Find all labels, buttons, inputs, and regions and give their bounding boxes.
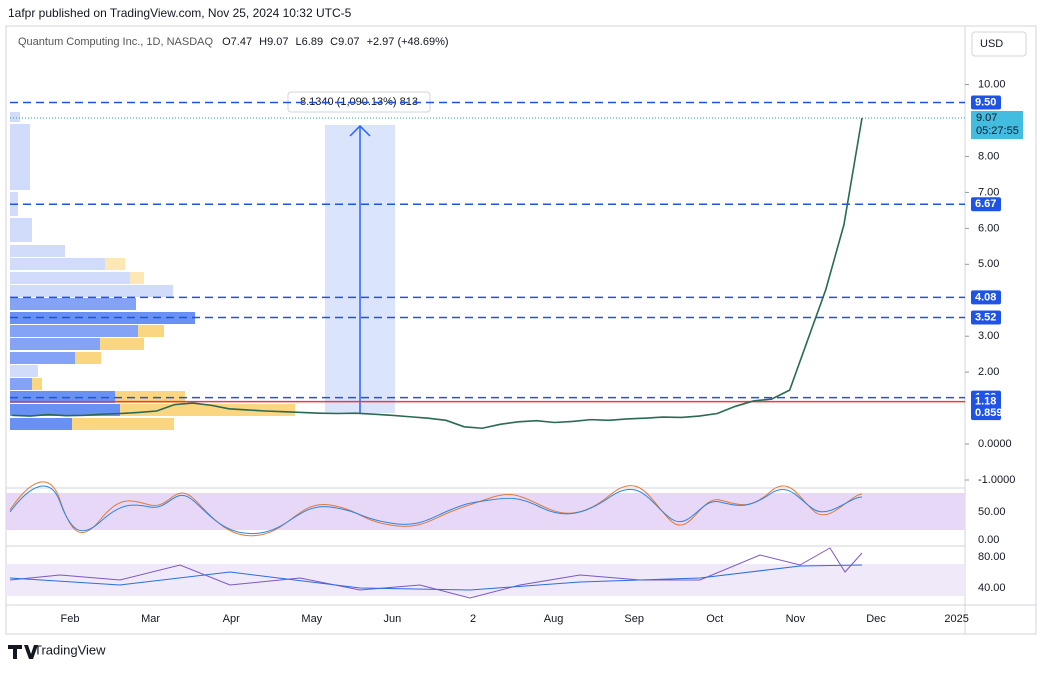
time-label: Apr (223, 613, 240, 625)
price-tick-label: 5.00 (978, 258, 999, 270)
osc-band (6, 564, 965, 596)
price-tick-label: 7.00 (978, 186, 999, 198)
level-label: 4.08 (975, 291, 996, 303)
osc-line (9, 547, 863, 599)
price-tick-label: 3.00 (978, 330, 999, 342)
chart-layer: 10.00 8.00 7.00 6.00 5.00 3.00 2.00 0.0000 -1.00… (10, 78, 1023, 625)
publisher: 1afpr published on TradingView.com, Nov … (8, 6, 352, 20)
time-label: Nov (786, 613, 806, 625)
low: L6.89 (296, 36, 324, 48)
osc-tick: 40.00 (978, 582, 1006, 594)
time-label: May (301, 613, 322, 625)
change: +2.97 (+48.69%) (367, 36, 449, 48)
level-box (971, 95, 1001, 110)
time-label: Feb (61, 613, 80, 625)
brand: TradingView (34, 642, 106, 657)
osc-signal (9, 564, 863, 591)
open: O7.47 (222, 36, 252, 48)
time-label: Aug (544, 613, 564, 625)
price-tick-label: 6.00 (978, 222, 999, 234)
price-tick-label: 8.00 (978, 150, 999, 162)
tv-logo (8, 645, 38, 659)
measure-arrowhead (349, 124, 371, 137)
price-tick-label: -1.0000 (978, 474, 1015, 486)
currency: USD (980, 38, 1003, 50)
time-label: Dec (866, 613, 886, 625)
level-label: 9.50 (975, 96, 996, 108)
volume-profile (10, 112, 295, 430)
rsi-signal (9, 485, 863, 535)
close: C9.07 (330, 36, 359, 48)
time-label: Jun (384, 613, 402, 625)
measure-label: 8.1340 (1,090.13%) 813 (300, 96, 418, 108)
rsi-tick: 50.00 (978, 506, 1006, 518)
red-line-label: 1.18 (975, 396, 996, 408)
chart-frame (5, 25, 1037, 635)
level-label: 3.52 (975, 311, 996, 323)
time-label: Mar (141, 613, 160, 625)
countdown: 05:27:55 (976, 125, 1019, 137)
price-tick-label: 0.0000 (978, 438, 1012, 450)
level-label: 6.67 (975, 198, 996, 210)
last-price-label: 9.07 (976, 112, 997, 124)
last-price-box (971, 110, 1023, 139)
level-box (971, 310, 1001, 325)
price-tick-label: 2.00 (978, 366, 999, 378)
rsi-line (9, 481, 863, 537)
low-marker-label: 0.8597 (975, 407, 1009, 419)
currency-button[interactable] (971, 31, 1027, 57)
osc-tick: 80.00 (978, 551, 1006, 563)
price-tick-label: 10.00 (978, 78, 1006, 90)
low-marker-box (971, 406, 1001, 421)
level-box (971, 197, 1001, 212)
legend: Quantum Computing Inc., 1D, NASDAQ O7.47… (18, 36, 449, 48)
high: H9.07 (259, 36, 288, 48)
red-line-box (971, 394, 1001, 409)
time-label: 2 (470, 613, 476, 625)
rsi-tick: 0.00 (978, 534, 999, 546)
symbol: Quantum Computing Inc., 1D, NASDAQ (18, 36, 213, 48)
time-label: 2025 (944, 613, 968, 625)
level-box (971, 290, 1001, 305)
price-line (11, 117, 863, 430)
time-label: Sep (624, 613, 644, 625)
time-label: Oct (706, 613, 723, 625)
